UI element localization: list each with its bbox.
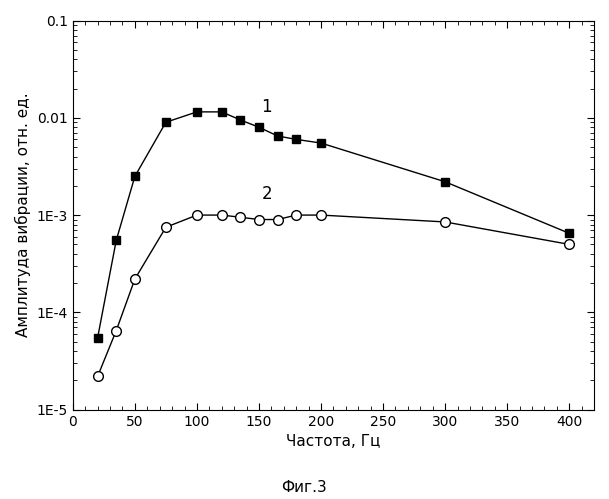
Text: 2: 2 xyxy=(261,185,272,203)
Y-axis label: Амплитуда вибрации, отн. ед.: Амплитуда вибрации, отн. ед. xyxy=(15,93,31,337)
X-axis label: Частота, Гц: Частота, Гц xyxy=(286,434,381,449)
Text: Фиг.3: Фиг.3 xyxy=(281,480,328,495)
Text: 1: 1 xyxy=(261,98,272,116)
